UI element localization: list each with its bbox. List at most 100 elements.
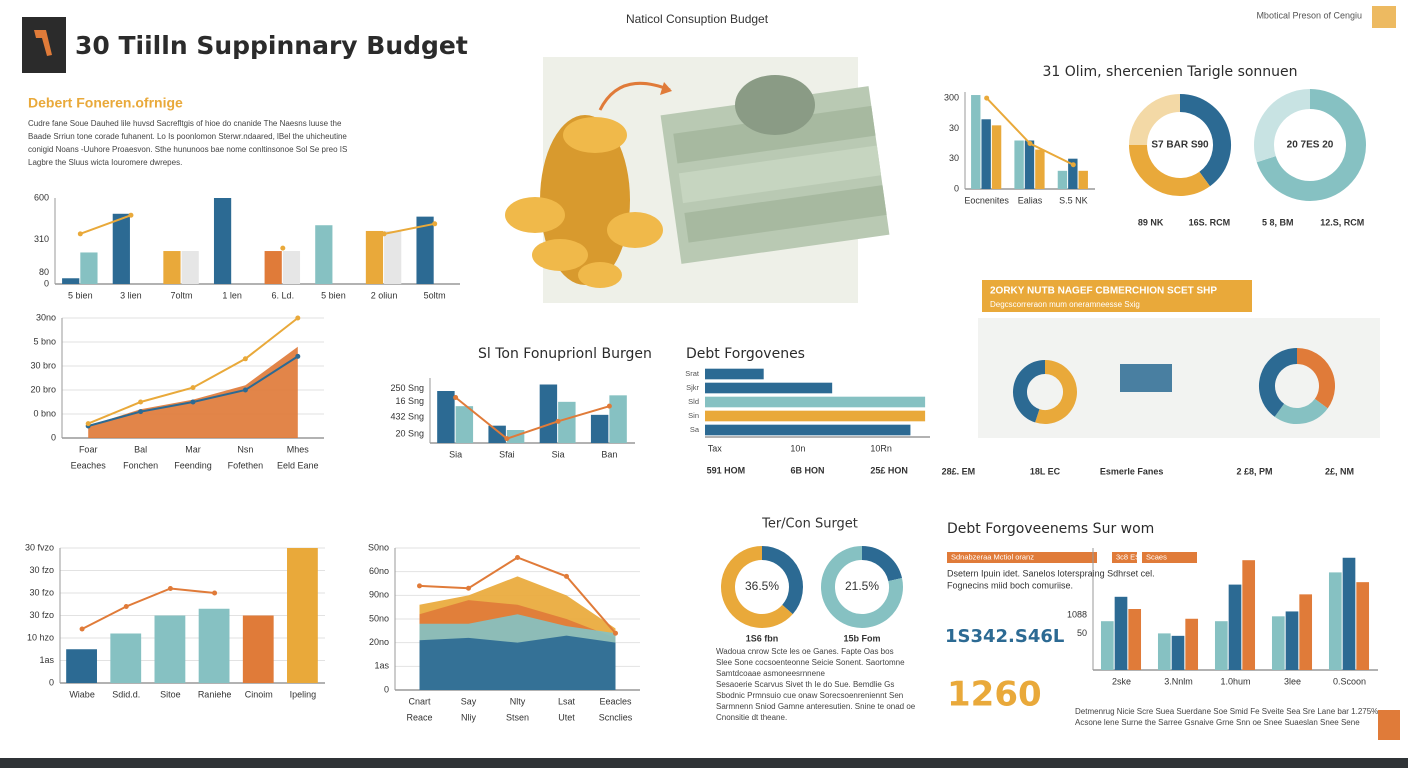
point xyxy=(515,554,520,560)
bar xyxy=(1285,611,1299,670)
bar xyxy=(1014,140,1024,189)
y-tick-label: Sjkr xyxy=(686,383,699,392)
x-sublabel: Eeld Eane xyxy=(277,460,319,470)
footer-label: 6B HON xyxy=(790,465,824,475)
x-sublabel: Nliy xyxy=(461,712,476,722)
donut-value-label: 21.5% xyxy=(845,579,879,593)
x-tick-label: Tax xyxy=(708,443,723,453)
point xyxy=(79,626,85,632)
bar xyxy=(705,368,764,380)
x-tick-label: Ipeling xyxy=(290,689,317,699)
page-title: 30 Tiilln Suppinnary Budget xyxy=(75,31,468,60)
tag-bg xyxy=(1112,552,1137,563)
x-tick-label: 2ske xyxy=(1112,676,1131,686)
x-tick-label: 3.Nnlm xyxy=(1164,676,1193,686)
logo-mark xyxy=(34,30,52,56)
bar xyxy=(558,401,576,443)
intro-line: Lagbre the Sluus wicta Iouromere dwrepes… xyxy=(28,158,182,167)
x-tick-label: Sia xyxy=(449,449,462,459)
tag-bg xyxy=(1142,552,1197,563)
bar xyxy=(1114,596,1128,670)
point xyxy=(167,586,173,591)
point xyxy=(295,315,301,321)
line xyxy=(81,587,215,630)
bar xyxy=(1100,621,1114,670)
point xyxy=(242,387,248,393)
x-tick-label: Bal xyxy=(134,444,147,454)
x-tick-label: Foar xyxy=(79,444,98,454)
point xyxy=(564,573,569,579)
y-tick-label: 30 fzo xyxy=(29,610,54,620)
y-tick-label: 1as xyxy=(39,655,54,665)
x-tick-label: Raniehe xyxy=(198,689,232,699)
intro-line: Cudre fane Soue Dauhed lile huvsd Sacref… xyxy=(28,119,342,128)
intro-heading: Debert Foneren.ofrnige xyxy=(28,95,183,111)
y-tick-label: 50no xyxy=(369,613,389,623)
point xyxy=(555,418,561,424)
bar xyxy=(437,391,455,443)
bar xyxy=(1057,170,1068,189)
banner-subtitle: Degcscorreraon mum oneramneesse Sxig xyxy=(990,300,1140,309)
bar xyxy=(416,216,434,284)
x-tick-label: Say xyxy=(461,696,477,706)
line xyxy=(79,214,435,235)
forgiveness-text: Dsetern Ipuin idet. Sanelos loterspraing… xyxy=(947,568,1155,578)
point xyxy=(138,399,144,405)
footer-label: 591 HOM xyxy=(707,465,746,475)
bar xyxy=(315,225,333,284)
x-sublabel: Feending xyxy=(174,460,212,470)
center-title: Naticol Consuption Budget xyxy=(626,12,769,26)
tag-bg xyxy=(947,552,1097,563)
x-sublabel: Eeaches xyxy=(71,460,107,470)
point xyxy=(295,353,301,359)
point xyxy=(606,403,612,409)
bar xyxy=(365,230,384,284)
point xyxy=(190,385,196,391)
digits: 1S342.S46L xyxy=(945,626,1064,647)
x-tick-label: Sdid.d. xyxy=(112,689,140,699)
bar xyxy=(1078,170,1088,189)
bar xyxy=(1356,582,1370,670)
bar xyxy=(705,396,926,408)
footer-label: 28£. EM xyxy=(942,466,976,476)
y-tick-label: 300 xyxy=(944,92,959,102)
corner-icon xyxy=(1372,6,1396,28)
y-tick-label: 1088 xyxy=(1067,609,1087,619)
money-illustration xyxy=(505,75,890,288)
y-tick-label: 310 xyxy=(34,234,49,244)
y-tick-label: 0 xyxy=(954,183,959,193)
footer-label: 2 £8, PM xyxy=(1236,466,1272,476)
x-tick-label: Cnart xyxy=(408,696,431,706)
donut-slice xyxy=(1179,94,1231,187)
y-tick-label: 10 hzo xyxy=(27,632,54,642)
point xyxy=(212,590,218,596)
donut-note: Sbodnic Prmnsuio cue onaw Sorecsoenrenie… xyxy=(716,691,903,700)
x-tick-label: Sitoe xyxy=(160,689,181,699)
x-tick-label: 1.0hum xyxy=(1220,676,1250,686)
x-sublabel: Scnclies xyxy=(599,712,633,722)
x-sublabel: Stsen xyxy=(506,712,529,722)
bar xyxy=(991,125,1002,189)
donut-note: Sarmnenn Sniod Gamne anteresutien. Snine… xyxy=(716,702,916,711)
y-tick-label: 50 xyxy=(1077,628,1087,638)
x-tick-label: Sfai xyxy=(499,449,515,459)
x-tick-label: Sia xyxy=(552,449,565,459)
tag-label: 3c8 ES xyxy=(1116,552,1140,561)
footer-label: 2£, NM xyxy=(1325,466,1354,476)
x-tick-label: Cinoim xyxy=(245,689,273,699)
donut-slice xyxy=(1035,360,1077,424)
donut-title: Ter/Con Surget xyxy=(761,517,858,532)
bar xyxy=(282,251,301,284)
x-sublabel: Utet xyxy=(558,712,575,722)
bar xyxy=(539,384,558,443)
x-sublabel: Reace xyxy=(406,712,432,722)
bar xyxy=(1242,560,1256,670)
donut-slice xyxy=(861,546,903,582)
donut-slice xyxy=(761,546,803,615)
bar xyxy=(1157,633,1171,670)
point xyxy=(381,231,387,237)
banner xyxy=(982,280,1252,312)
y-tick-label: Sld xyxy=(688,397,699,406)
footer-label: 18L EC xyxy=(1030,466,1061,476)
